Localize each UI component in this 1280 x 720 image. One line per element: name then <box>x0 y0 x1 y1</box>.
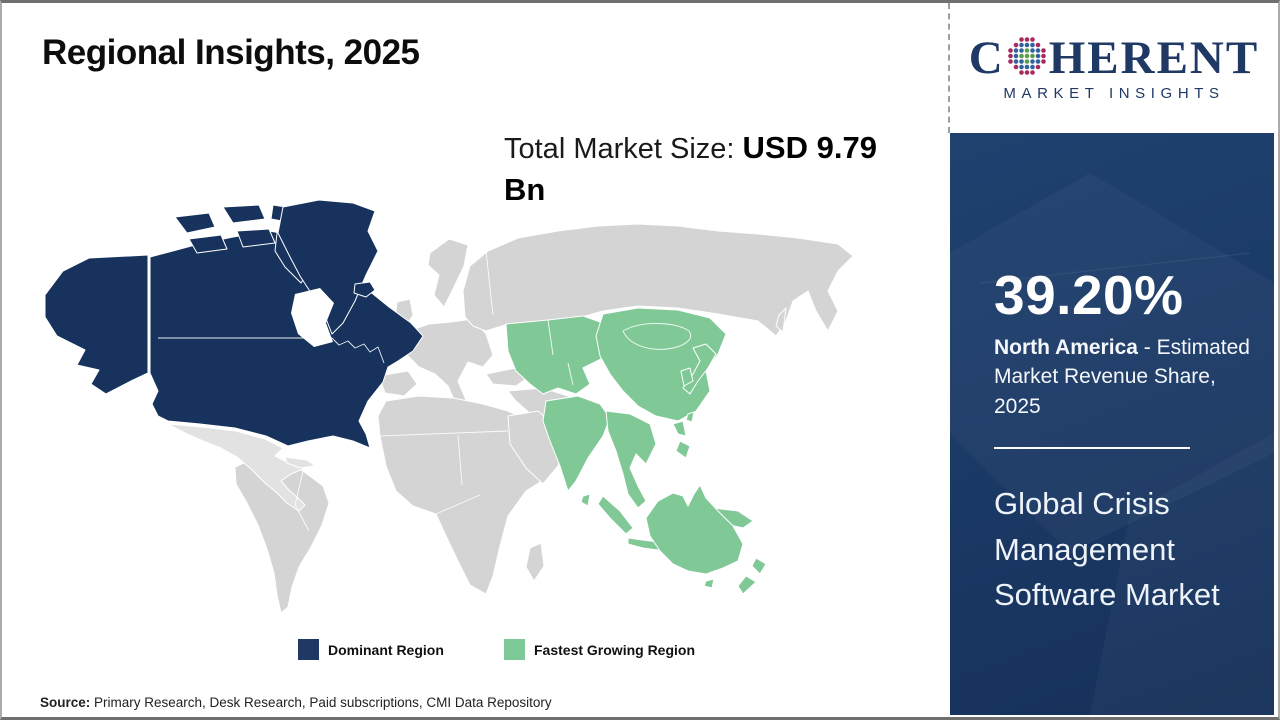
landmass-cuba <box>284 456 316 469</box>
total-market-size-value: USD 9.79 Bn <box>504 130 877 208</box>
globe-dots-icon <box>1007 37 1046 75</box>
landmass-iberia <box>378 370 418 397</box>
legend-dominant-region: Dominant Region <box>298 639 444 660</box>
world-map-svg <box>44 199 854 614</box>
landmass-arctic-island <box>236 228 276 248</box>
total-market-size-label: Total Market Size: <box>504 133 743 165</box>
landmass-new-zealand <box>751 557 767 575</box>
panel-map-texture <box>979 252 1251 284</box>
landmass-greenland <box>277 199 379 335</box>
landmass-new-zealand <box>737 575 757 595</box>
share-description: North America - Estimated Market Revenue… <box>994 333 1262 421</box>
landmass-india <box>542 395 611 492</box>
landmass-philippines <box>675 440 691 459</box>
usa-canada-border <box>158 337 385 364</box>
mongolia-border <box>622 323 691 350</box>
landmass-scandinavia <box>427 238 469 308</box>
landmass-indochina <box>605 410 657 509</box>
share-value: 39.20% <box>994 264 1184 326</box>
south-america-borders <box>294 470 310 532</box>
share-region: North America <box>994 336 1138 359</box>
landmass-europe <box>405 318 494 405</box>
brand-logo-row: C HERENT <box>968 31 1260 84</box>
brand-subtitle: MARKET INSIGHTS <box>1003 84 1225 102</box>
brand-logo: C HERENT MARKET INSIGHTS <box>948 3 1278 133</box>
landmass-africa <box>377 395 549 595</box>
landmass-tasmania <box>703 578 715 589</box>
fastest-growing-region-swatch-icon <box>504 639 525 660</box>
landmass-sumatra <box>597 495 634 535</box>
source-label: Source: <box>40 695 91 710</box>
landmass-central-asia <box>505 315 614 395</box>
panel-divider <box>994 447 1190 450</box>
dominant-region-label: Dominant Region <box>328 641 444 658</box>
world-map <box>37 195 882 640</box>
map-borders <box>294 250 509 532</box>
source-text: Primary Research, Desk Research, Paid su… <box>90 695 552 710</box>
europe-russia-border <box>485 250 494 316</box>
source-line: Source: Primary Research, Desk Research,… <box>40 695 552 710</box>
landmass-arctic-island <box>188 234 228 254</box>
landmass-mexico-central-america <box>167 423 306 512</box>
region-latin-america <box>167 423 316 512</box>
africa-borders <box>379 430 509 515</box>
landmass-iceland <box>353 281 376 298</box>
hudson-bay <box>291 288 334 347</box>
landmass-korea <box>680 367 694 387</box>
market-name: Global Crisis Management Software Market <box>994 486 1220 613</box>
landmass-sakhalin <box>775 307 787 333</box>
brand-letters-rest: HERENT <box>1048 31 1260 84</box>
landmass-philippines <box>672 420 687 437</box>
legend-fastest-growing-region: Fastest Growing Region <box>504 639 695 660</box>
landmass-arctic-island <box>174 212 216 234</box>
landmass-arctic-island <box>222 204 266 224</box>
central-asia-borders <box>547 319 574 386</box>
landmass-china-mongolia <box>595 307 727 422</box>
landmass-sri-lanka <box>580 493 591 507</box>
total-market-size: Total Market Size: USD 9.79 Bn <box>504 127 904 211</box>
brand-letter-c: C <box>968 31 1005 84</box>
region-north-america <box>44 199 424 449</box>
page-title: Regional Insights, 2025 <box>42 33 420 72</box>
landmass-russia <box>462 223 854 337</box>
landmass-alaska <box>44 254 149 395</box>
region-rest-of-world <box>234 223 854 614</box>
landmass-taiwan <box>685 411 695 423</box>
landmass-australia <box>645 484 744 575</box>
share-desc-text: - Estimated Market Revenue Share, 2025 <box>994 336 1250 418</box>
dominant-region-swatch-icon <box>298 639 319 660</box>
region-asia-pacific <box>505 307 767 595</box>
fastest-growing-region-label: Fastest Growing Region <box>534 641 696 658</box>
stats-panel: 39.20% North America - Estimated Market … <box>950 133 1274 715</box>
landmass-madagascar <box>525 542 545 582</box>
